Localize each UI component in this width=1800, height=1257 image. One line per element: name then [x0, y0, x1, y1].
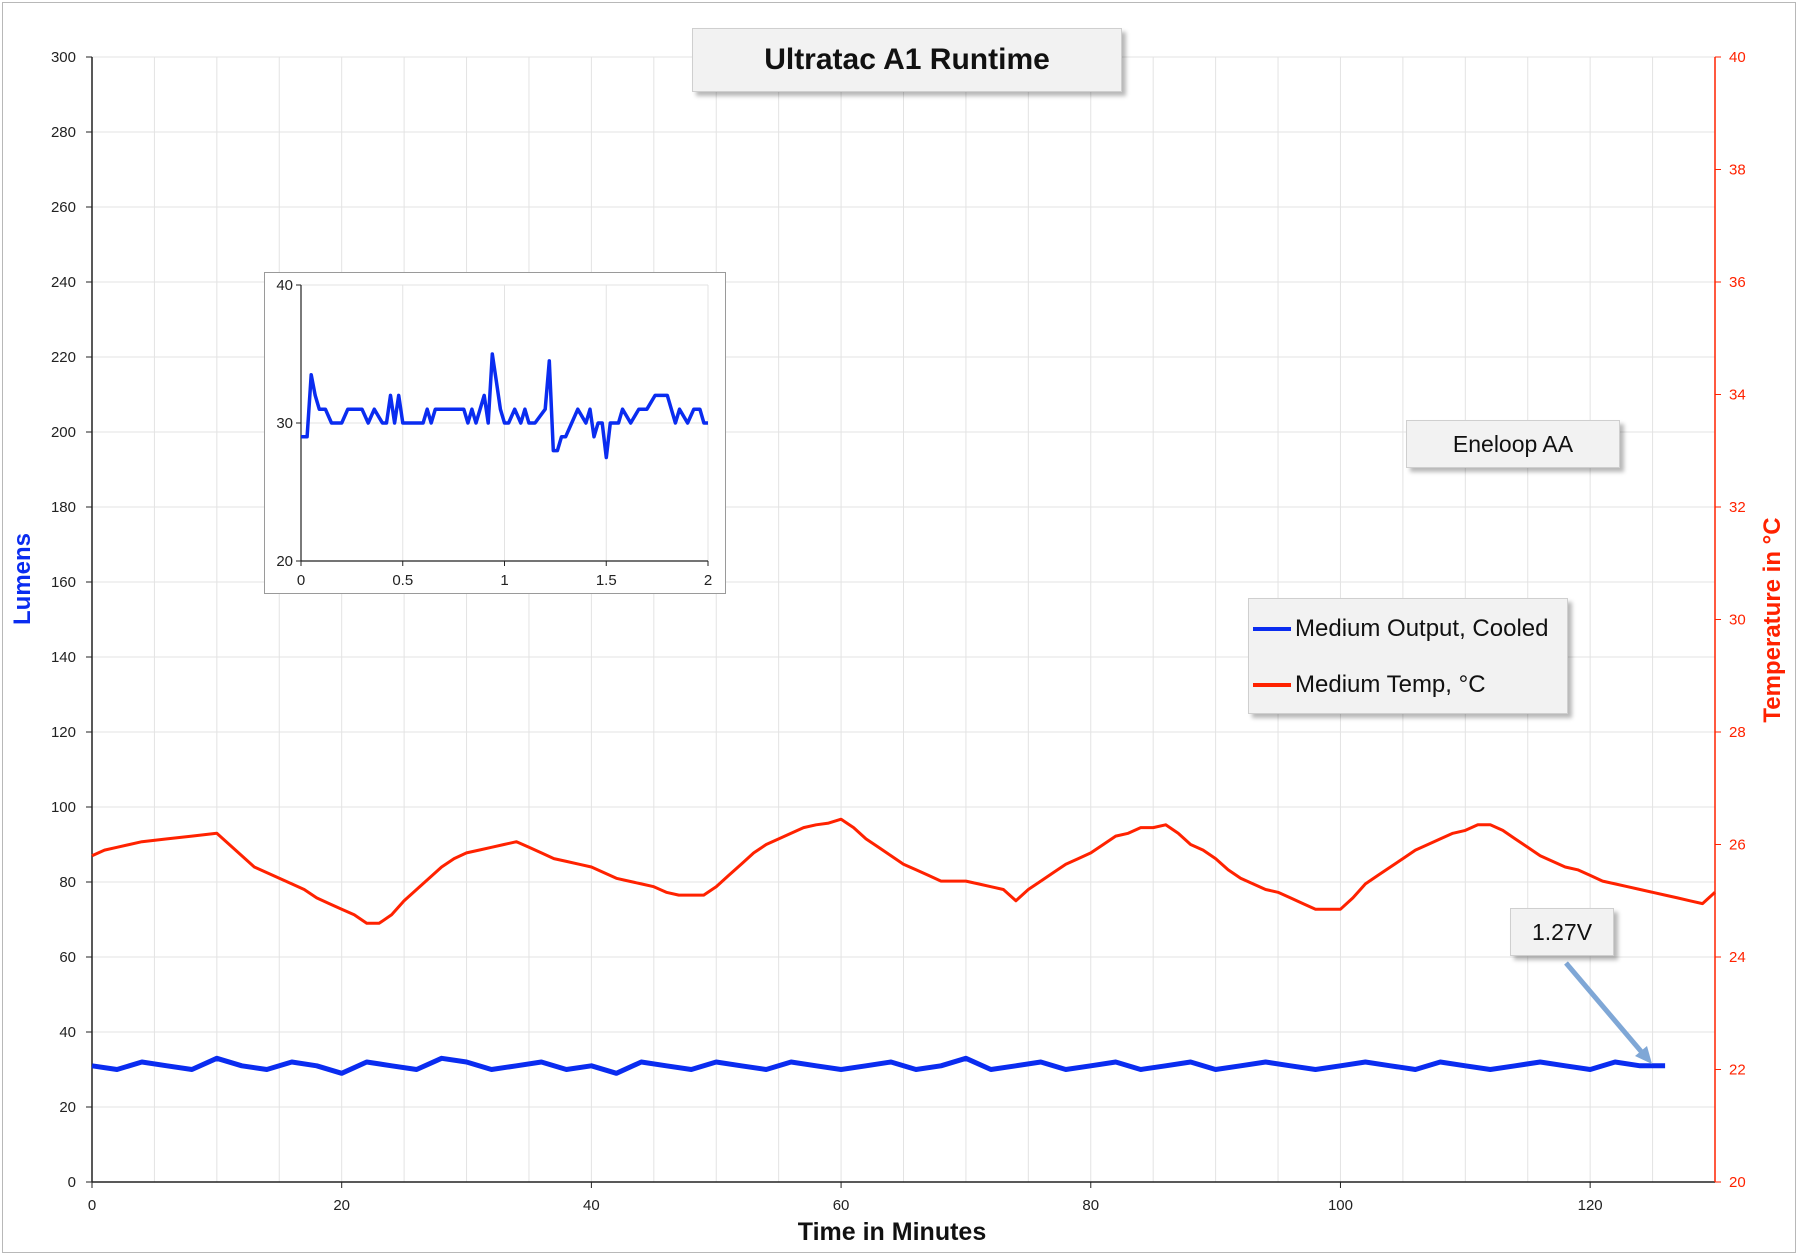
y-axis-label-left: Lumens — [9, 533, 36, 625]
y-left-tick-label: 300 — [51, 49, 76, 66]
y-left-tick-label: 100 — [51, 799, 76, 816]
series-line-output — [91, 1055, 1666, 1076]
y-left-tick-label: 280 — [51, 124, 76, 141]
legend-label-output: Medium Output, Cooled — [1295, 615, 1549, 642]
legend-swatch-temp — [1253, 683, 1291, 687]
y-left-tick-label: 200 — [51, 424, 76, 441]
y-axis-label-right: Temperature in °C — [1759, 517, 1786, 722]
y-right-tick-label: 28 — [1729, 724, 1746, 741]
x-tick-label: 60 — [833, 1197, 850, 1214]
inset-y-tick-label: 20 — [276, 553, 293, 570]
x-tick-label: 120 — [1578, 1197, 1603, 1214]
legend-label-temp: Medium Temp, °C — [1295, 671, 1486, 698]
voltage-arrow — [1564, 961, 1652, 1064]
y-left-tick-label: 80 — [59, 874, 76, 891]
inset-y-tick-label: 40 — [276, 277, 293, 294]
main-series — [91, 817, 1717, 1076]
voltage-label: 1.27V — [1510, 908, 1614, 956]
inset-y-tick-label: 30 — [276, 415, 293, 432]
y-left-tick-label: 180 — [51, 499, 76, 516]
y-right-tick-label: 36 — [1729, 274, 1746, 291]
x-tick-label: 100 — [1328, 1197, 1353, 1214]
inset-ticks: 0 0.5 1 1.5 2 20 30 40 — [276, 277, 712, 589]
inset-x-tick-label: 0 — [297, 572, 305, 589]
x-tick-label: 80 — [1082, 1197, 1099, 1214]
y-left-tick-label: 0 — [68, 1174, 76, 1191]
legend-item-output: Medium Output, Cooled — [1253, 615, 1548, 643]
series-line-temp — [91, 817, 1717, 925]
inset-x-tick-label: 2 — [704, 572, 712, 589]
y-right-tick-label: 26 — [1729, 837, 1746, 854]
inset-x-tick-label: 1 — [500, 572, 508, 589]
legend-item-temp: Medium Temp, °C — [1253, 671, 1486, 699]
x-axis-label: Time in Minutes — [798, 1218, 986, 1246]
battery-label: Eneloop AA — [1406, 420, 1620, 468]
y-left-tick-label: 260 — [51, 199, 76, 216]
y-left-tick-label: 140 — [51, 649, 76, 666]
x-tick-label: 20 — [333, 1197, 350, 1214]
legend-swatch-output — [1253, 627, 1291, 631]
y-right-tick-label: 32 — [1729, 499, 1746, 516]
legend: Medium Output, Cooled Medium Temp, °C — [1248, 598, 1568, 714]
inset-x-tick-label: 1.5 — [596, 572, 617, 589]
y-left-tick-label: 60 — [59, 949, 76, 966]
y-right-tick-label: 22 — [1729, 1062, 1746, 1079]
y-left-tick-label: 220 — [51, 349, 76, 366]
inset-x-tick-label: 0.5 — [392, 572, 413, 589]
y-right-tick-label: 38 — [1729, 162, 1746, 179]
main-ticks: 0 20 40 60 80 100 1200204060801001201401601802… — [51, 49, 1746, 1214]
y-left-tick-label: 160 — [51, 574, 76, 591]
y-right-tick-label: 40 — [1729, 49, 1746, 66]
y-left-tick-label: 240 — [51, 274, 76, 291]
y-right-tick-label: 34 — [1729, 387, 1746, 404]
x-tick-label: 40 — [583, 1197, 600, 1214]
x-tick-label: 0 — [88, 1197, 96, 1214]
y-left-tick-label: 20 — [59, 1099, 76, 1116]
inset-series-line — [301, 352, 708, 460]
inset-chart: 0 0.5 1 1.5 2 20 30 40 — [276, 277, 712, 589]
y-right-tick-label: 20 — [1729, 1174, 1746, 1191]
y-left-tick-label: 120 — [51, 724, 76, 741]
inset-series — [301, 352, 708, 460]
y-right-tick-label: 30 — [1729, 612, 1746, 629]
y-right-tick-label: 24 — [1729, 949, 1746, 966]
y-left-tick-label: 40 — [59, 1024, 76, 1041]
inset-chart-panel: 0 0.5 1 1.5 2 20 30 40 — [264, 272, 726, 594]
chart-title: Ultratac A1 Runtime — [692, 28, 1122, 92]
